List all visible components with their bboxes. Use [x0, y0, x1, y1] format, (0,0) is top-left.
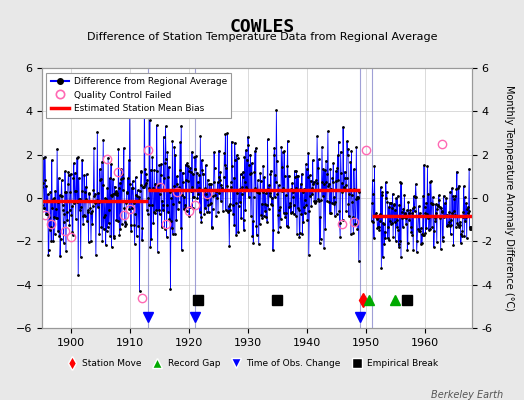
Legend: Difference from Regional Average, Quality Control Failed, Estimated Station Mean: Difference from Regional Average, Qualit…: [47, 72, 231, 118]
Y-axis label: Monthly Temperature Anomaly Difference (°C): Monthly Temperature Anomaly Difference (…: [504, 85, 514, 311]
Text: Difference of Station Temperature Data from Regional Average: Difference of Station Temperature Data f…: [87, 32, 437, 42]
Legend: Station Move, Record Gap, Time of Obs. Change, Empirical Break: Station Move, Record Gap, Time of Obs. C…: [62, 357, 441, 371]
Text: Berkeley Earth: Berkeley Earth: [431, 390, 503, 400]
Text: COWLES: COWLES: [230, 18, 294, 36]
